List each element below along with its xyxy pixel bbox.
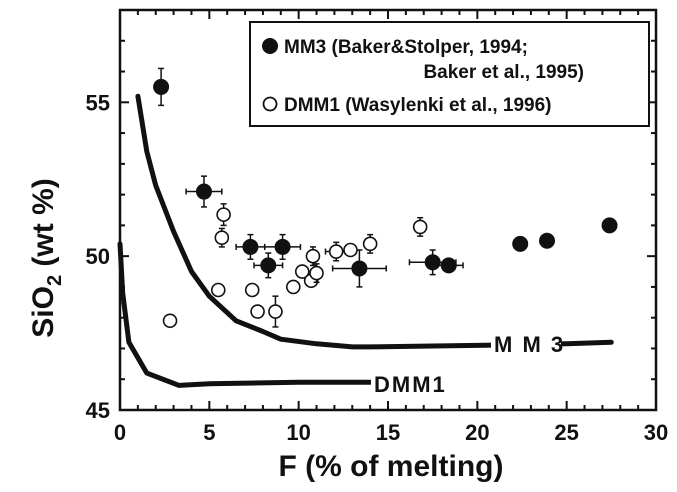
open-circle-marker [328, 244, 344, 259]
point-mm3 [263, 233, 302, 260]
point-dmm1 [244, 282, 260, 298]
model-curves: M M 3 DMM1 [117, 93, 614, 398]
data-points [153, 67, 618, 329]
x-tick-label: 30 [644, 420, 668, 445]
x-tick-label: 20 [465, 420, 489, 445]
point-dmm1 [216, 203, 231, 227]
x-axis-label: F (% of melting) [279, 450, 504, 483]
legend-mm3-label-line1: MM3 (Baker&Stolper, 1994; [284, 37, 528, 58]
point-dmm1 [412, 216, 428, 237]
point-dmm1 [294, 264, 310, 279]
point-mm3 [539, 232, 556, 249]
x-tick-label: 15 [376, 420, 400, 445]
filled-circle-marker [242, 238, 259, 255]
point-dmm1 [362, 233, 378, 254]
point-mm3 [331, 249, 387, 288]
open-circle-marker [268, 304, 283, 319]
point-dmm1 [286, 279, 301, 295]
open-circle-marker [250, 304, 265, 319]
y-tick-label: 55 [86, 90, 110, 115]
x-tick-label: 10 [286, 420, 310, 445]
open-circle-marker [294, 264, 310, 279]
filled-circle-marker [195, 183, 212, 200]
open-circle-marker [244, 282, 260, 298]
open-circle-marker [305, 248, 321, 264]
point-dmm1 [210, 282, 226, 298]
y-axis-label-main: SiO [27, 286, 60, 338]
filled-circle-marker [153, 78, 170, 95]
filled-circle-marker [440, 257, 457, 274]
open-circle-marker [214, 230, 230, 245]
y-tick-label: 45 [86, 398, 110, 423]
filled-circle-marker [351, 260, 368, 277]
point-mm3 [185, 175, 223, 208]
point-mm3 [235, 233, 266, 260]
open-circle-marker [309, 265, 324, 281]
curve-label-bg [371, 372, 467, 398]
point-mm3 [153, 67, 170, 107]
curve-label-bg [491, 332, 561, 358]
point-dmm1 [250, 304, 265, 319]
filled-circle-marker [512, 235, 529, 252]
legend: MM3 (Baker&Stolper, 1994; Baker et al., … [249, 21, 650, 127]
point-dmm1 [305, 246, 321, 267]
curve-label-mm3: M M 3 [494, 332, 565, 357]
point-dmm1 [162, 313, 178, 329]
y-axis-label-rest: (wt %) [27, 178, 60, 275]
open-circle-marker [343, 242, 358, 258]
filled-circle-marker [601, 217, 618, 234]
point-mm3 [601, 217, 618, 234]
open-circle-marker [216, 207, 231, 222]
legend-mm3-marker [262, 38, 278, 54]
x-tick-label: 5 [203, 420, 215, 445]
point-dmm1 [214, 227, 230, 248]
legend-dmm1-label: DMM1 (Wasylenki et al., 1996) [284, 95, 552, 116]
curve-label-dmm1: DMM1 [374, 372, 447, 397]
y-axis-label: SiO2 (wt %) [27, 178, 66, 337]
filled-circle-marker [539, 232, 556, 249]
axis-ticks: 0 5 10 15 20 25 30 45 50 55 [86, 9, 668, 445]
filled-circle-marker [424, 254, 441, 271]
point-mm3 [253, 252, 284, 279]
point-mm3 [512, 235, 529, 252]
open-circle-marker [286, 279, 301, 295]
curve-mm3 [135, 93, 614, 350]
legend-dmm1-marker [262, 96, 278, 112]
legend-mm3-label-line2: Baker et al., 1995) [423, 62, 584, 83]
point-dmm1 [343, 242, 358, 258]
filled-circle-marker [260, 257, 277, 274]
legend-box [249, 21, 650, 127]
x-tick-label: 25 [554, 420, 578, 445]
y-axis-label-subscript: 2 [44, 275, 66, 286]
open-circle-marker [210, 282, 226, 298]
x-tick-label: 0 [114, 420, 126, 445]
open-circle-marker [362, 236, 378, 252]
point-mm3 [433, 257, 464, 274]
open-circle-marker [412, 219, 428, 235]
point-dmm1 [309, 263, 324, 284]
y-tick-label: 50 [86, 244, 110, 269]
filled-circle-marker [274, 238, 291, 255]
curve-dmm1 [117, 241, 373, 388]
point-dmm1 [268, 295, 283, 328]
open-circle-marker [162, 313, 178, 329]
